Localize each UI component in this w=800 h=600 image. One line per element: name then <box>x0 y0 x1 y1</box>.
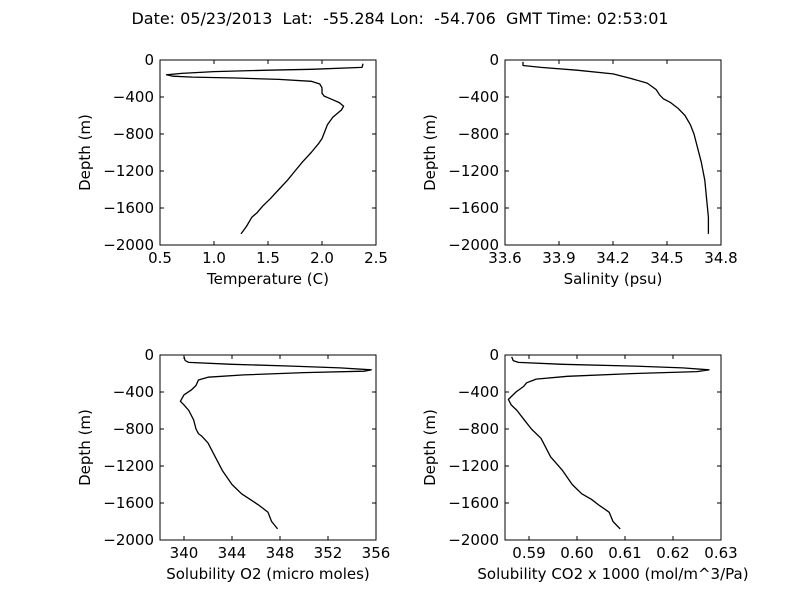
y-tick-label: −1600 <box>448 199 499 217</box>
y-tick-label: −400 <box>458 383 499 401</box>
y-tick-label: −2000 <box>103 531 154 549</box>
x-tick-label: 34.5 <box>650 249 683 267</box>
y-tick-label: −1200 <box>103 457 154 475</box>
x-tick-label: 2.5 <box>364 249 388 267</box>
y-tick-label: −400 <box>113 383 154 401</box>
y-tick-label: −1200 <box>448 162 499 180</box>
x-tick-label: 0.63 <box>704 544 737 562</box>
x-tick-label: 352 <box>314 544 343 562</box>
y-tick-label: −1200 <box>103 162 154 180</box>
x-tick-label: 0.61 <box>608 544 641 562</box>
plot-frame <box>159 59 377 246</box>
x-tick-label: 348 <box>266 544 295 562</box>
y-axis-label: Depth (m) <box>76 114 94 191</box>
x-axis-label: Solubility CO2 x 1000 (mol/m^3/Pa) <box>477 565 748 583</box>
x-tick-label: 0.60 <box>560 544 593 562</box>
x-tick-label: 340 <box>170 544 199 562</box>
x-tick-label: 344 <box>218 544 247 562</box>
y-tick-label: −400 <box>113 88 154 106</box>
y-tick-label: −1600 <box>448 494 499 512</box>
x-axis-label: Solubility O2 (micro moles) <box>166 565 370 583</box>
y-tick-label: −800 <box>458 125 499 143</box>
y-tick-label: −1200 <box>448 457 499 475</box>
y-tick-label: 0 <box>144 346 154 364</box>
y-tick-label: 0 <box>144 51 154 69</box>
profile-line-temperature <box>165 63 364 235</box>
profile-line-co2 <box>507 356 710 530</box>
y-tick-label: −2000 <box>103 236 154 254</box>
x-tick-label: 34.8 <box>704 249 737 267</box>
chart-panel-temperature: 0.5 1.0 1.5 2.0 2.5 0 −400 −800 −1200 −1600 −2000 T… <box>76 51 388 288</box>
profile-line-salinity <box>522 61 710 234</box>
x-tick-label: 0.5 <box>148 249 172 267</box>
x-tick-label: 34.2 <box>596 249 629 267</box>
y-axis-label: Depth (m) <box>421 409 439 486</box>
plot-frame <box>504 59 722 246</box>
y-axis-label: Depth (m) <box>421 114 439 191</box>
y-tick-label: −400 <box>458 88 499 106</box>
y-axis-label: Depth (m) <box>76 409 94 486</box>
plot-frame <box>504 354 722 541</box>
x-tick-label: 1.5 <box>256 249 280 267</box>
x-tick-label: 1.0 <box>202 249 226 267</box>
y-tick-label: 0 <box>489 346 499 364</box>
y-tick-label: −2000 <box>448 236 499 254</box>
y-tick-label: 0 <box>489 51 499 69</box>
y-tick-label: −1600 <box>103 199 154 217</box>
y-tick-label: −1600 <box>103 494 154 512</box>
x-tick-label: 356 <box>362 544 391 562</box>
x-tick-label: 2.0 <box>310 249 334 267</box>
profile-line-o2 <box>179 356 372 530</box>
y-tick-label: −800 <box>113 125 154 143</box>
plot-frame <box>159 354 377 541</box>
y-tick-label: −2000 <box>448 531 499 549</box>
x-tick-label: 33.6 <box>488 249 521 267</box>
chart-panel-salinity: 33.6 33.9 34.2 34.5 34.8 0 −400 −800 −1200 −1600 −… <box>421 51 738 288</box>
x-axis-label: Temperature (C) <box>206 270 329 288</box>
chart-panel-co2: 0.59 0.60 0.61 0.62 0.63 0 −400 −800 −1200 −1600 −… <box>421 346 749 583</box>
figure-title: Date: 05/23/2013 Lat: -55.284 Lon: -54.7… <box>131 9 669 28</box>
x-tick-label: 0.62 <box>656 544 689 562</box>
x-tick-label: 33.9 <box>542 249 575 267</box>
x-axis-label: Salinity (psu) <box>564 270 663 288</box>
y-tick-label: −800 <box>458 420 499 438</box>
x-tick-label: 0.59 <box>512 544 545 562</box>
y-tick-label: −800 <box>113 420 154 438</box>
chart-panel-o2: 340 344 348 352 356 0 −400 −800 −1200 −1600 −2000 S… <box>76 346 390 583</box>
